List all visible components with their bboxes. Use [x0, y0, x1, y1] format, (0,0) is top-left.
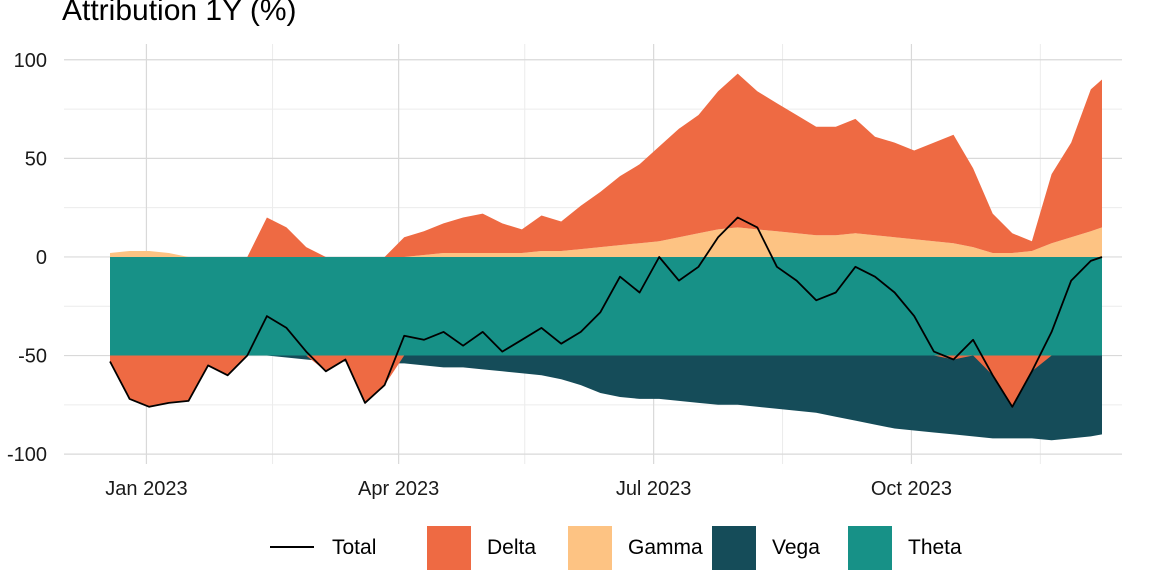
delta-area: [110, 73, 1102, 257]
x-tick-label: Apr 2023: [358, 478, 439, 500]
x-tick-label: Oct 2023: [871, 478, 952, 500]
legend-key-gamma: [568, 526, 612, 570]
gamma-area: [110, 227, 1102, 257]
y-tick-label: 100: [14, 50, 47, 72]
delta-negative-area: [110, 355, 1102, 407]
total-line: [109, 216, 1103, 408]
y-tick-label: 0: [36, 247, 47, 269]
legend-key-vega: [712, 526, 756, 570]
x-tick-label: Jul 2023: [616, 478, 692, 500]
y-tick-label: -100: [7, 444, 47, 466]
y-tick-label: -50: [18, 346, 47, 368]
legend-label-theta: Theta: [908, 536, 962, 559]
vega-area: [110, 355, 1102, 441]
theta-area: [110, 257, 1102, 356]
x-tick-label: Jan 2023: [105, 478, 187, 500]
legend-label-vega: Vega: [772, 536, 820, 559]
legend-label-delta: Delta: [487, 536, 536, 559]
legend-key-delta: [427, 526, 471, 570]
legend-key-theta: [848, 526, 892, 570]
legend-label-gamma: Gamma: [628, 536, 703, 559]
y-tick-label: 50: [25, 148, 47, 170]
legend-label-total: Total: [332, 536, 376, 559]
chart-title: Attribution 1Y (%): [62, 0, 297, 27]
